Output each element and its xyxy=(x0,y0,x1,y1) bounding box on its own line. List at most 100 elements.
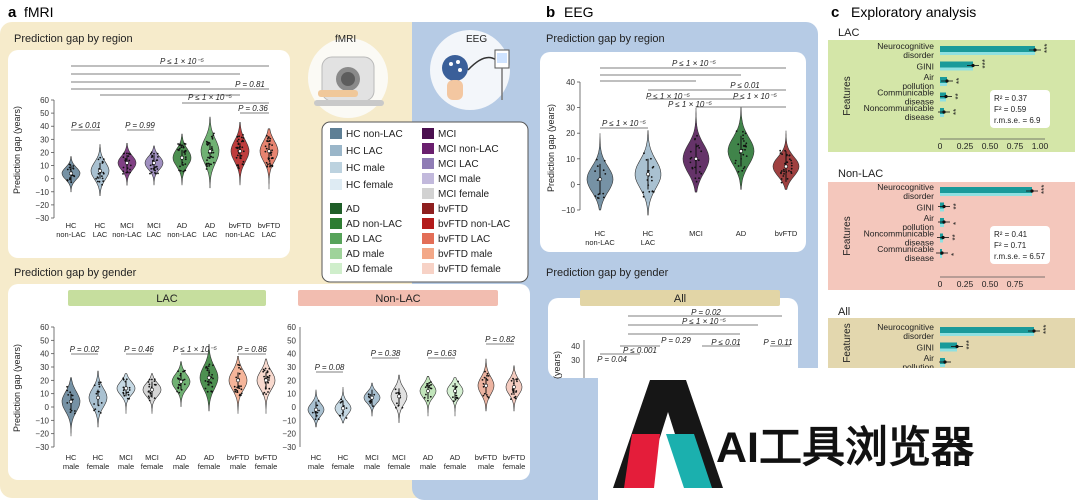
fmri-gender-lac-violin-point xyxy=(74,412,76,415)
panel-a-title: fMRI xyxy=(24,4,54,20)
fmri-region-x-label: bvFTD xyxy=(258,221,281,230)
fmri-region-x-label: LAC xyxy=(147,230,162,239)
group-legend-entries: HC non-LAC HC LAC HC male HC female MCI MCI n… xyxy=(330,128,510,275)
fmri-region-y-axis-tick-label: −20 xyxy=(35,201,49,210)
fmri-gender-lac-violin-point xyxy=(210,390,213,393)
eeg-region-violin-point xyxy=(741,169,744,172)
panel-c-nonlac-stat: F² = 0.71 xyxy=(994,241,1027,250)
fmri-gender-nonlac-violin-median xyxy=(314,407,318,412)
fmri-gender-x-label: MCI xyxy=(365,453,379,462)
fmri-gender-lac-violin-point xyxy=(204,387,207,390)
legend-swatch xyxy=(330,263,342,274)
fmri-gender-x-label: male xyxy=(173,462,189,471)
legend-label: bvFTD male xyxy=(438,249,493,260)
fmri-gender-nonlac-violin-point xyxy=(457,380,459,383)
fmri-gender-nonlac-violin-point xyxy=(317,418,320,421)
panel-c-all-features-label: Features xyxy=(842,323,853,362)
fmri-region-violin-point xyxy=(72,167,75,170)
fmri-gender-lac-violin-point xyxy=(98,385,101,388)
eeg-region-x-label: HC xyxy=(595,229,606,238)
fmri-gender-x-label: AD xyxy=(204,453,215,462)
fmri-gender-nonlac-violin-point xyxy=(455,394,458,397)
fmri-region-violin-point xyxy=(269,137,272,140)
legend-label: HC LAC xyxy=(346,146,383,157)
fmri-region-violin-point xyxy=(155,159,158,162)
fmri-gender-nonlac-violin-point xyxy=(316,404,319,407)
fmri-gender-nonlac-violin-point xyxy=(339,414,341,417)
fmri-region-violin-point xyxy=(271,144,273,147)
fmri-gender-lac-violin-point xyxy=(209,381,212,384)
fmri-gender-nonlac-violin-point xyxy=(510,393,513,395)
panel-c-bar xyxy=(940,77,947,86)
fmri-gender-x-label: female xyxy=(332,462,355,471)
fmri-region-violin-point xyxy=(98,180,101,183)
fmri-gender-x-label: male xyxy=(118,462,134,471)
fmri-gender-lac-violin-point xyxy=(266,371,269,374)
fmri-gender-lac-violin-point xyxy=(72,398,74,401)
fmri-gender-lac-violin-point xyxy=(147,381,150,383)
fmri-gender-lac-violin-median xyxy=(96,395,100,400)
fmri-region-violin-point xyxy=(101,177,104,180)
fmri-gender-lac-violin-point xyxy=(237,363,240,366)
eeg-region-violin-point xyxy=(689,161,692,164)
fmri-region-violin-point xyxy=(205,162,208,165)
fmri-gender-nonlac-violin-point xyxy=(483,392,486,395)
fmri-gender-lac-violin-point xyxy=(122,377,125,380)
panel-c-x-tick-label: 1.00 xyxy=(1032,141,1049,151)
eeg-region-violin-point xyxy=(695,180,698,183)
eeg-region-violin-point xyxy=(651,179,653,182)
fmri-gender-lac-violin-point xyxy=(211,373,214,376)
eeg-region-violin-point xyxy=(596,165,599,168)
fmri-gender-lac-violin-point xyxy=(97,410,100,413)
fmri-gender-y-axis-tick-label: 60 xyxy=(40,323,49,332)
eeg-region-violin-point xyxy=(694,137,696,140)
fmri-region-violin-point xyxy=(72,174,75,177)
fmri-gender-x-label: female xyxy=(503,462,526,471)
fmri-gender-lac-violin-point xyxy=(147,395,150,398)
panel-c-bar-highlight xyxy=(940,348,957,352)
eeg-region-x-label: bvFTD xyxy=(775,229,798,238)
eeg-region-violin-point xyxy=(650,157,652,160)
eeg-region-violin-point xyxy=(651,190,654,193)
fmri-gender-x-label: MCI xyxy=(145,453,159,462)
panel-c-significance-stars: * xyxy=(950,253,959,256)
fmri-gender-nonlac-violin-point xyxy=(396,402,398,405)
eeg-region-violin-point xyxy=(780,181,783,184)
fmri-gender-lac-violin-point xyxy=(153,378,156,381)
eeg-region-x-label: MCI xyxy=(689,229,703,238)
fmri-gender-x-label: AD xyxy=(423,453,434,462)
panel-c-x-tick-label: 0 xyxy=(938,279,943,289)
fmri-region-violin-point xyxy=(264,150,267,153)
panel-c-bar xyxy=(940,358,945,367)
fmri-region-violin-point xyxy=(125,171,128,174)
panel-c-lac-stat: R² = 0.37 xyxy=(994,94,1028,103)
eeg-region-violin-point xyxy=(743,140,745,142)
legend-swatch xyxy=(330,233,342,244)
fmri-gender-lac-violin-point xyxy=(206,367,209,370)
eeg-region-violin-point xyxy=(689,157,692,160)
fmri-gender-nonlac-p-value: P = 0.38 xyxy=(371,349,401,358)
fmri-gender-nonlac-violin-median xyxy=(453,389,457,393)
eeg-region-violin-point xyxy=(650,176,653,178)
eeg-region-violin-point xyxy=(779,149,782,152)
fmri-gender-x-label: bvFTD xyxy=(503,453,526,462)
fmri-region-x-label: MCI xyxy=(120,221,134,230)
eeg-region-violin-point xyxy=(700,172,703,175)
fmri-gender-x-label: MCI xyxy=(392,453,406,462)
fmri-gender-lac-violin-point xyxy=(267,391,269,393)
fmri-gender-title: Prediction gap by gender xyxy=(14,267,137,279)
fmri-gender-nonlac-violin-point xyxy=(430,383,432,386)
panel-c-nonlac-title: Non-LAC xyxy=(838,168,883,180)
fmri-region-violin-point xyxy=(266,140,268,142)
fmri-gender-nonlac-violin-point xyxy=(511,388,514,391)
fmri-region-violin-point xyxy=(180,144,183,147)
fmri-region-y-axis-tick-label: 20 xyxy=(40,148,49,157)
panel-c-feature-label: disease xyxy=(905,238,935,248)
fmri-gender-nonlac-tick-label: −20 xyxy=(282,430,296,439)
fmri-gender-nonlac-violin-point xyxy=(339,401,342,404)
eeg-region-violin-point xyxy=(595,158,598,161)
fmri-gender-lac-violin-point xyxy=(122,386,125,389)
fmri-gender-nonlac-violin-point xyxy=(368,396,371,399)
fmri-gender-lac-violin-point xyxy=(177,378,180,380)
panel-c-bar xyxy=(940,327,1034,336)
